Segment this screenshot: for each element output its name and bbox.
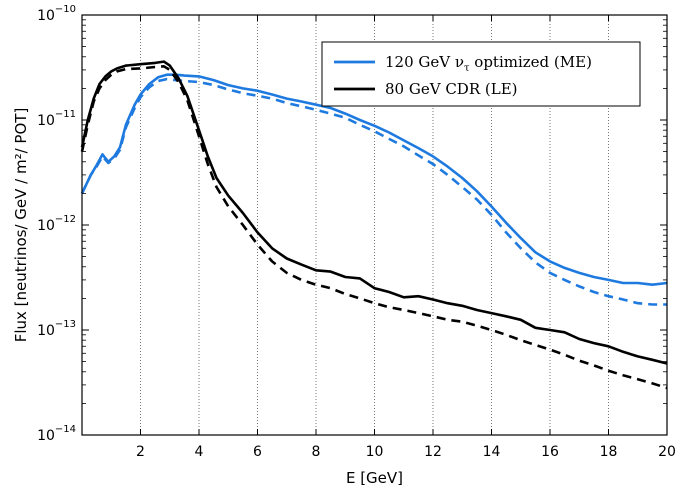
x-tick-label-14: 14 [483, 444, 501, 460]
x-tick-label-12: 12 [424, 444, 442, 460]
y-tick-labels: 10−10 10−11 10−12 10−13 10−14 [37, 4, 76, 444]
x-tick-label-8: 8 [312, 444, 321, 460]
y-tick-label: 10−12 [37, 214, 76, 234]
legend-box [321, 41, 641, 107]
x-tick-label-16: 16 [541, 444, 559, 460]
legend-label-me: 120 GeV ντ optimized (ME) [385, 53, 592, 74]
x-tick-label-10: 10 [366, 444, 384, 460]
x-tick-labels: 2 4 6 8 10 12 14 16 18 20 [136, 444, 676, 460]
series-line-3 [80, 65, 668, 390]
y-axis-title: Flux [neutrinos/ GeV / m²/ POT] [12, 108, 30, 343]
y-tick-label: 10−10 [37, 4, 76, 24]
axis-ticks [82, 14, 668, 436]
legend: 120 GeV ντ optimized (ME) 80 GeV CDR (LE… [321, 41, 641, 107]
x-tick-label-2: 2 [136, 444, 145, 460]
series-line-1 [80, 77, 667, 306]
series-line-2 [80, 60, 668, 365]
x-tick-label-4: 4 [195, 444, 204, 460]
x-tick-label-18: 18 [600, 444, 618, 460]
y-tick-label: 10−11 [37, 109, 76, 129]
x-tick-label-20: 20 [658, 444, 676, 460]
x-axis-title: E [GeV] [346, 469, 403, 487]
legend-label-le: 80 GeV CDR (LE) [385, 80, 518, 98]
y-tick-label: 10−14 [37, 424, 76, 444]
series-group [80, 60, 668, 390]
x-tick-label-6: 6 [253, 444, 262, 460]
y-tick-label: 10−13 [37, 319, 76, 339]
